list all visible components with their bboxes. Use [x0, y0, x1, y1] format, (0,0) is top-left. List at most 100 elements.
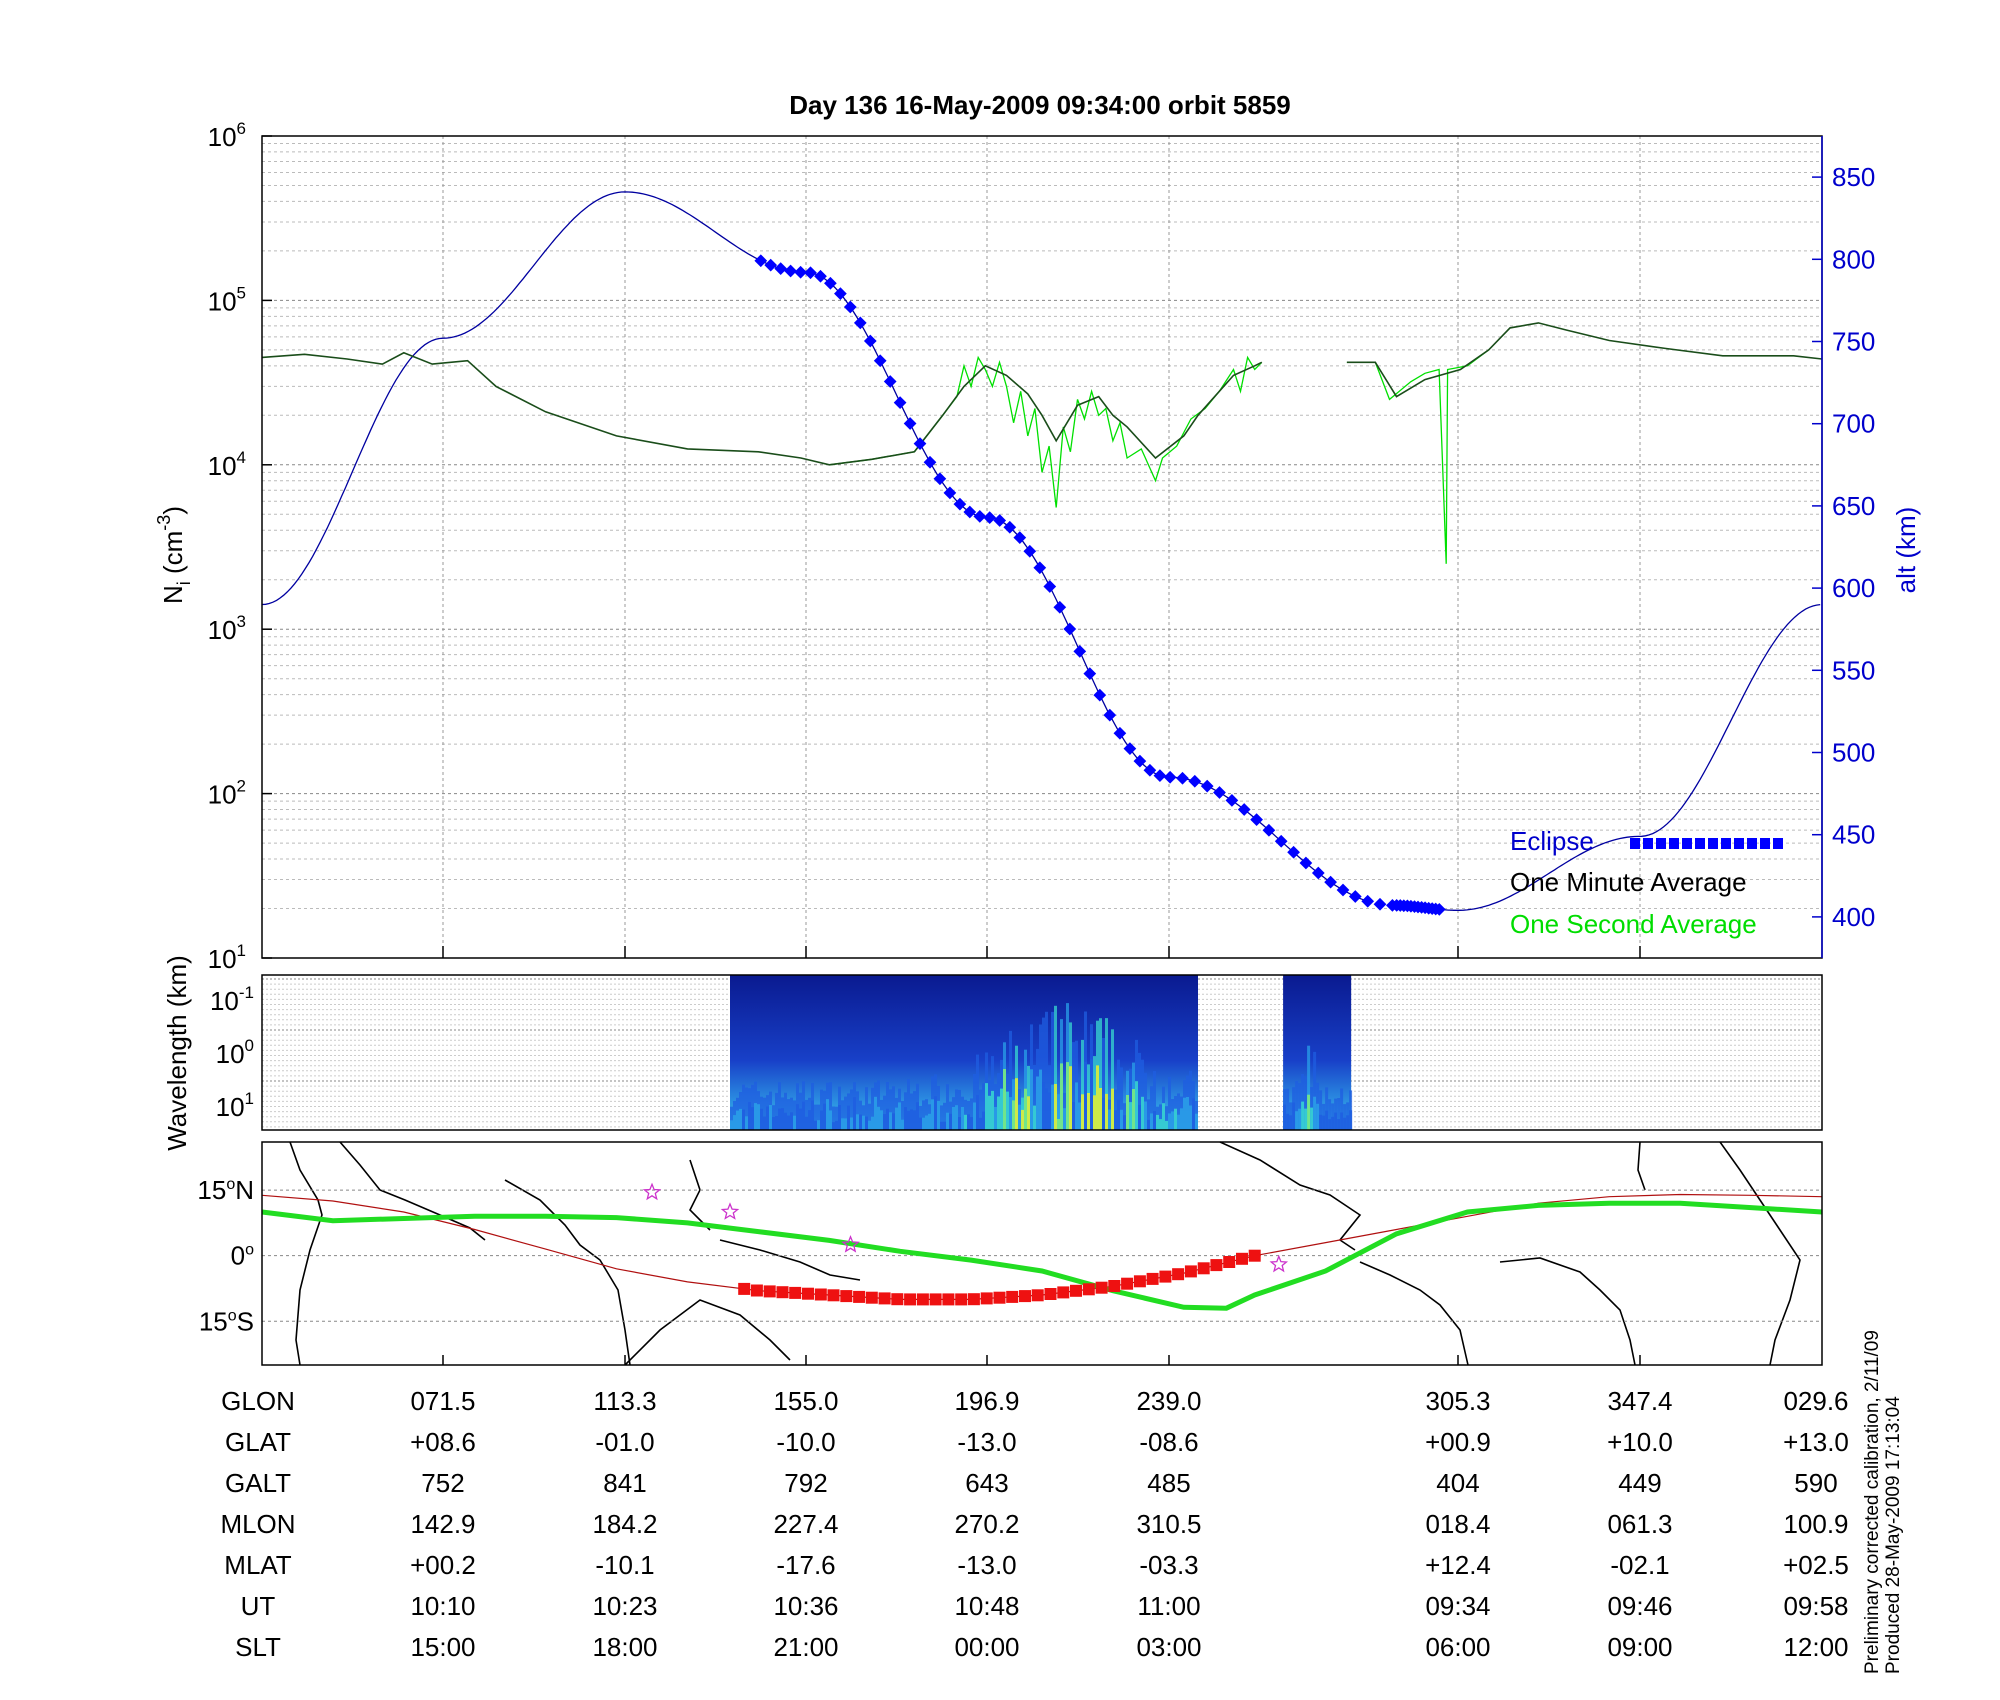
spectrogram-column — [820, 1110, 823, 1130]
legend-eclipse-dot — [1734, 838, 1744, 849]
spectrogram-column — [1033, 1105, 1036, 1130]
eclipse-track-marker — [1248, 1249, 1261, 1262]
table-cell: +10.0 — [1607, 1427, 1673, 1457]
spectrogram-column — [1159, 1104, 1162, 1130]
coastline — [1219, 1141, 1362, 1251]
spectrogram-column — [1349, 1110, 1353, 1130]
spectrogram-column — [820, 1089, 823, 1130]
table-cell: -13.0 — [957, 1427, 1016, 1457]
spectrogram-column — [1168, 1113, 1171, 1130]
table-cell: 643 — [965, 1468, 1008, 1498]
legend: Eclipse One Minute Average One Second Av… — [1510, 826, 1783, 939]
spectrogram-column — [1129, 1102, 1132, 1130]
eclipse-track-marker — [840, 1290, 853, 1303]
eclipse-marker — [1023, 544, 1037, 558]
spectrogram-column — [1027, 1096, 1030, 1130]
spectrogram-column — [1147, 1119, 1150, 1130]
spectrogram-column — [772, 1117, 775, 1130]
spectrogram-column — [787, 1115, 790, 1130]
spectrogram-column — [928, 1113, 931, 1130]
eclipse-track-marker — [1223, 1256, 1236, 1268]
spectrogram-column — [1295, 1111, 1299, 1130]
eclipse-marker — [1361, 894, 1375, 908]
spectrogram-column — [1325, 1087, 1329, 1130]
spectrogram-column — [931, 1099, 934, 1130]
spectrogram-column — [1322, 1115, 1326, 1130]
table-cell: +00.9 — [1425, 1427, 1491, 1457]
table-cell: 10:10 — [410, 1591, 475, 1621]
spectrogram-column — [1177, 1114, 1180, 1130]
spectrogram-column — [775, 1092, 778, 1130]
spectrogram-column — [850, 1117, 853, 1130]
spectrogram-column — [832, 1122, 835, 1130]
spectrogram-column — [874, 1096, 877, 1130]
spectrogram-column — [883, 1095, 886, 1130]
spectrogram-column — [766, 1106, 769, 1130]
eclipse-track-marker — [1044, 1288, 1057, 1300]
spectrogram-column — [1054, 1084, 1057, 1130]
eclipse-track-marker — [1108, 1280, 1121, 1292]
spectrogram-column — [1102, 1097, 1105, 1130]
spectrogram-column — [1147, 1099, 1150, 1130]
latitude-ticks: 15oN 0o 15oS — [197, 1175, 254, 1336]
spectrogram-column — [889, 1112, 892, 1130]
legend-second-label: One Second Average — [1510, 909, 1757, 939]
spectrogram-column — [847, 1105, 850, 1130]
spectrogram-column — [850, 1089, 853, 1130]
spectrogram-column — [745, 1087, 748, 1130]
eclipse-marker — [1311, 866, 1325, 880]
table-cell: 792 — [784, 1468, 827, 1498]
eclipse-track-marker — [1236, 1252, 1248, 1265]
spectrogram-column — [742, 1109, 745, 1130]
spectrogram-column — [742, 1084, 745, 1130]
spectrogram-column — [901, 1101, 904, 1130]
spectrogram-column — [1165, 1120, 1168, 1130]
spectrogram-column — [1072, 1102, 1075, 1130]
spectrogram-column — [1186, 1097, 1189, 1130]
spectrogram-column — [904, 1107, 907, 1130]
spectrogram-column — [1045, 1088, 1048, 1130]
table-cell: 071.5 — [410, 1386, 475, 1416]
y-axis-label: Ni (cm-3) — [154, 506, 194, 604]
altitude-line — [261, 191, 1821, 911]
spectrogram-column — [1084, 1061, 1087, 1130]
spectrogram-column — [826, 1099, 829, 1130]
spectrogram-column — [883, 1114, 886, 1130]
eclipse-marker — [784, 264, 797, 278]
spectrogram-column — [796, 1104, 799, 1130]
eclipse-track-marker — [955, 1293, 968, 1306]
spectrogram-column — [787, 1099, 790, 1130]
spectrogram-column — [784, 1092, 787, 1130]
spectrogram-column — [1126, 1095, 1129, 1130]
eclipse-marker — [1237, 803, 1251, 816]
spectrogram-column — [1189, 1105, 1192, 1130]
spectrogram-column — [1316, 1103, 1320, 1130]
eclipse-marker — [1336, 883, 1350, 897]
spectrogram-column — [829, 1082, 832, 1130]
spectrogram-column — [1042, 1017, 1045, 1130]
spectrogram-column — [1135, 1081, 1138, 1130]
eclipse-marker — [774, 262, 788, 275]
spectrogram-column — [1078, 1102, 1081, 1130]
y-tick-label: 103 — [208, 612, 246, 645]
alt-tick-label: 850 — [1832, 162, 1875, 192]
spectrogram-column — [1081, 1094, 1084, 1130]
table-cell: 404 — [1436, 1468, 1479, 1498]
spectrogram-column — [910, 1109, 913, 1130]
spectrogram-column — [1343, 1104, 1347, 1130]
eclipse-marker — [1083, 667, 1097, 680]
coastline — [1637, 1141, 1646, 1191]
spectrogram-column — [976, 1054, 979, 1130]
eclipse-track-marker — [1172, 1268, 1185, 1281]
spectrogram-column — [1105, 1093, 1108, 1130]
table-cell: 239.0 — [1136, 1386, 1201, 1416]
star-marker — [1269, 1254, 1289, 1273]
wavelength-tick-label: 100 — [216, 1036, 254, 1069]
spectrogram-column — [754, 1103, 757, 1130]
spectrogram-column — [1349, 1090, 1353, 1130]
spectrogram-column — [877, 1106, 880, 1130]
table-cell: 09:00 — [1607, 1632, 1672, 1662]
spectrogram-column — [892, 1086, 895, 1130]
eclipse-track-marker — [1121, 1277, 1134, 1290]
spectrogram-column — [970, 1117, 973, 1130]
